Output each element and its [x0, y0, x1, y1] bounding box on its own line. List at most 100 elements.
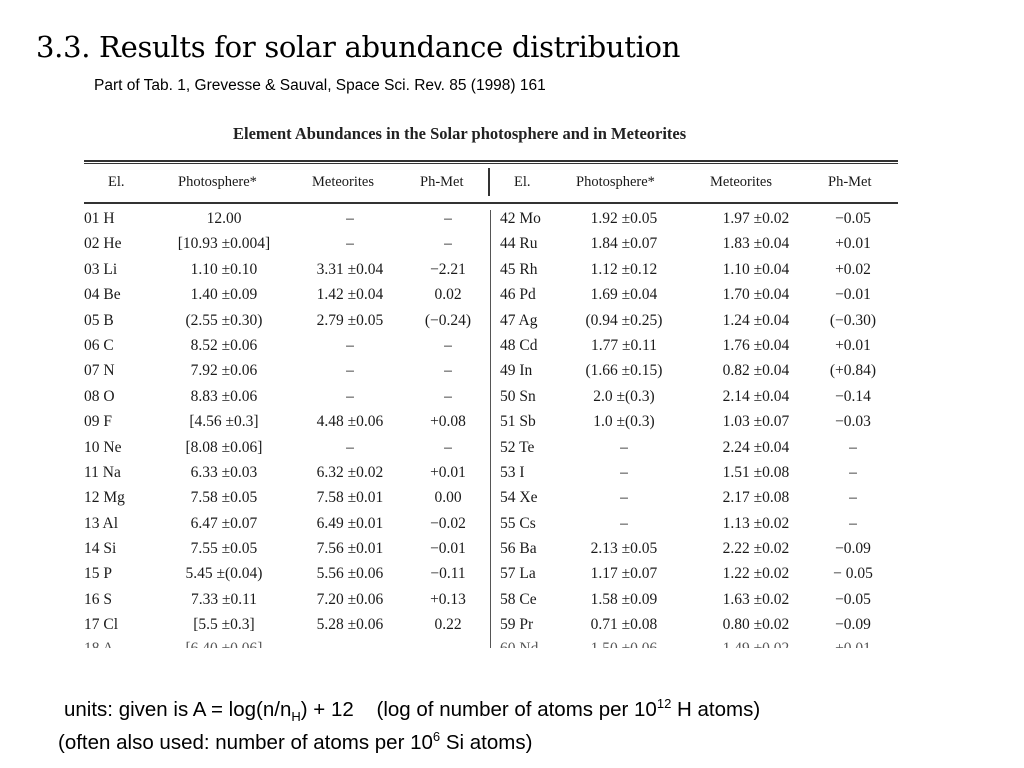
right-photosphere-cell: 1.17 ±0.07 [590, 565, 658, 583]
left-photosphere-cell: [8.08 ±0.06] [185, 438, 263, 456]
right-photosphere-cell: (0.94 ±0.25) [585, 311, 663, 329]
left-element-cell: 17 Cl [84, 616, 119, 634]
left-meteorites-cell: – [346, 362, 354, 380]
left-phmet-cell: 0.02 [434, 286, 462, 304]
right-photosphere-cell: 1.58 ±0.09 [590, 590, 658, 608]
right-phmet-cell: – [849, 438, 857, 456]
right-phmet-cell: −0.05 [835, 210, 871, 227]
right-phmet-cell: +0.01 [835, 336, 871, 354]
table-row-partial: 18 A [6.40 ±0.06] 60 Nd 1.50 ±0.06 1.49 … [70, 640, 910, 648]
right-phmet-cell: (+0.84) [829, 362, 877, 380]
right-meteorites-cell: 1.13 ±0.02 [722, 514, 790, 532]
left-phmet-cell: +0.08 [430, 413, 466, 431]
left-element-cell: 03 Li [84, 260, 118, 278]
left-meteorites-cell: 2.79 ±0.05 [316, 311, 384, 329]
left-meteorites-cell: – [346, 387, 354, 405]
header-divider [488, 168, 490, 196]
right-phmet-cell: +0.01 [835, 235, 871, 253]
left-meteorites-cell: – [346, 438, 354, 456]
table-row: 08 O 8.83 ±0.06 – – 50 Sn 2.0 ±(0.3) 2.14 ±0.0… [70, 388, 910, 413]
right-phmet-cell: – [849, 514, 857, 532]
left-phmet-cell: −0.02 [430, 514, 466, 532]
left-element-cell: 15 P [84, 565, 112, 583]
table-row: 11 Na 6.33 ±0.03 6.32 ±0.02 +0.01 53 I – 1.51 … [70, 464, 910, 489]
left-phmet-cell: – [444, 210, 452, 227]
right-meteorites-cell: 1.63 ±0.02 [722, 590, 790, 608]
partial-met-right: 1.49 ±0.02 [723, 640, 790, 648]
left-element-cell: 10 Ne [84, 438, 122, 456]
left-photosphere-cell: (2.55 ±0.30) [185, 311, 263, 329]
right-meteorites-cell: 1.51 ±0.08 [722, 463, 790, 481]
partial-el-right: 60 Nd [500, 640, 538, 648]
header-meteorites-left: Meteorites [312, 174, 375, 190]
left-meteorites-cell: 6.49 ±0.01 [316, 514, 384, 532]
right-element-cell: 47 Ag [500, 311, 538, 329]
table-row: 04 Be 1.40 ±0.09 1.42 ±0.04 0.02 46 Pd 1.69 ±… [70, 286, 910, 311]
table-row: 05 B (2.55 ±0.30) 2.79 ±0.05 (−0.24) 47 Ag (0… [70, 312, 910, 337]
partial-diff-right: +0.01 [835, 640, 871, 648]
left-photosphere-cell: 1.10 ±0.10 [190, 260, 258, 278]
partial-ph-right: 1.50 ±0.06 [591, 640, 658, 648]
units-note-sup: 12 [656, 696, 672, 711]
right-photosphere-cell: 1.69 ±0.04 [590, 286, 658, 304]
right-photosphere-cell: – [620, 489, 628, 507]
units-note-end: H atoms) [671, 697, 761, 721]
left-meteorites-cell: 5.56 ±0.06 [316, 565, 384, 583]
left-phmet-cell: – [444, 336, 452, 354]
header-photosphere-right: Photosphere* [576, 174, 655, 190]
left-photosphere-cell: [4.56 ±0.3] [189, 413, 259, 431]
right-photosphere-cell: 2.0 ±(0.3) [593, 387, 655, 405]
left-meteorites-cell: 7.58 ±0.01 [316, 489, 384, 507]
left-meteorites-cell: 1.42 ±0.04 [316, 286, 384, 304]
right-meteorites-cell: 1.97 ±0.02 [722, 210, 790, 227]
table-row: 14 Si 7.55 ±0.05 7.56 ±0.01 −0.01 56 Ba 2.13 … [70, 540, 910, 565]
right-element-cell: 45 Rh [500, 260, 538, 278]
left-photosphere-cell: [10.93 ±0.004] [177, 235, 271, 253]
left-element-cell: 01 H [84, 210, 115, 227]
right-element-cell: 46 Pd [500, 286, 536, 304]
left-phmet-cell: −2.21 [430, 260, 466, 278]
right-photosphere-cell: – [620, 463, 628, 481]
left-photosphere-cell: 6.33 ±0.03 [190, 463, 258, 481]
right-meteorites-cell: 1.76 ±0.04 [722, 336, 790, 354]
units-note-pre: units: given is A = log(n/n [64, 697, 292, 721]
left-element-cell: 05 B [84, 311, 114, 329]
table-row: 02 He [10.93 ±0.004] – – 44 Ru 1.84 ±0.07 1.83… [70, 235, 910, 260]
left-phmet-cell: – [444, 235, 452, 253]
left-phmet-cell: +0.01 [430, 463, 466, 481]
right-photosphere-cell: 2.13 ±0.05 [590, 540, 658, 558]
left-element-cell: 14 Si [84, 540, 117, 558]
right-phmet-cell: (−0.30) [829, 311, 877, 329]
header-phmet-left: Ph-Met [420, 174, 464, 190]
right-photosphere-cell: – [620, 514, 628, 532]
right-element-cell: 52 Te [500, 438, 535, 456]
table-row: 01 H 12.00 – – 42 Mo 1.92 ±0.05 1.97 ±0.02 −0.0… [70, 210, 910, 235]
right-phmet-cell: −0.05 [835, 590, 871, 608]
right-photosphere-cell: 1.0 ±(0.3) [593, 413, 655, 431]
right-phmet-cell: −0.01 [835, 286, 871, 304]
left-photosphere-cell: 8.52 ±0.06 [190, 336, 258, 354]
right-phmet-cell: −0.14 [835, 387, 871, 405]
left-phmet-cell: +0.13 [430, 590, 466, 608]
table-top-rule [84, 160, 898, 162]
header-meteorites-right: Meteorites [710, 174, 773, 190]
right-element-cell: 56 Ba [500, 540, 537, 558]
left-photosphere-cell: 8.83 ±0.06 [190, 387, 258, 405]
right-element-cell: 50 Sn [500, 387, 536, 405]
left-element-cell: 13 Al [84, 514, 119, 532]
left-meteorites-cell: 3.31 ±0.04 [316, 260, 384, 278]
right-phmet-cell: −0.03 [835, 413, 871, 431]
left-phmet-cell: – [444, 438, 452, 456]
left-meteorites-cell: – [346, 336, 354, 354]
si-units-note: (often also used: number of atoms per 10… [58, 729, 532, 755]
left-element-cell: 02 He [84, 235, 122, 253]
left-photosphere-cell: 1.40 ±0.09 [190, 286, 258, 304]
right-meteorites-cell: 0.80 ±0.02 [722, 616, 790, 634]
left-meteorites-cell: 5.28 ±0.06 [316, 616, 384, 634]
right-meteorites-cell: 1.70 ±0.04 [722, 286, 790, 304]
si-note-end: Si atoms) [440, 730, 533, 754]
header-el-right: El. [514, 174, 531, 190]
units-note: units: given is A = log(n/nH) + 12 (log … [64, 696, 760, 724]
table-caption: Element Abundances in the Solar photosph… [233, 124, 687, 143]
left-photosphere-cell: 7.33 ±0.11 [190, 590, 258, 608]
